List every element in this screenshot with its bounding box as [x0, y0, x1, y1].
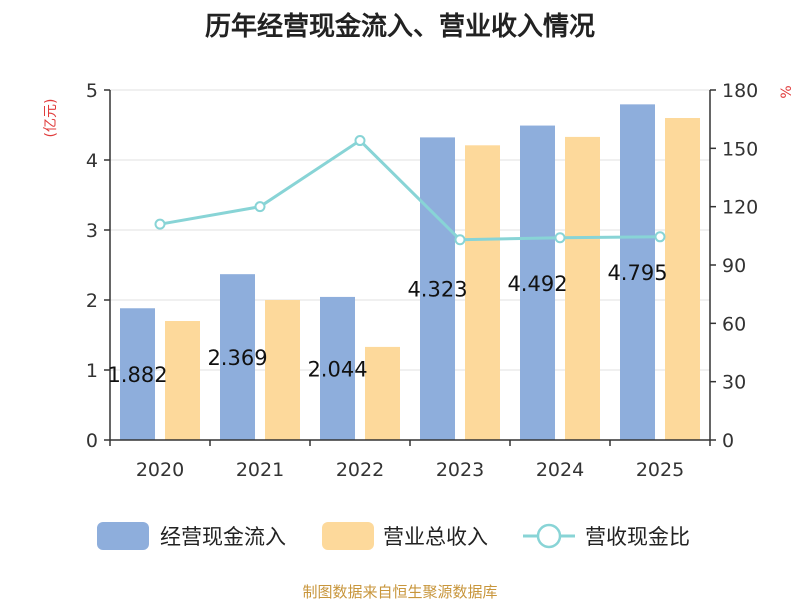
x-tick-label: 2022	[336, 459, 384, 481]
bar-revenue	[365, 346, 400, 440]
y-right-tick-label: 90	[722, 255, 746, 277]
bar-revenue	[565, 136, 600, 440]
y-left-tick-label: 3	[86, 220, 98, 242]
data-label: 2.369	[207, 346, 267, 370]
bars	[120, 104, 700, 441]
bar-revenue	[165, 321, 200, 440]
legend-label-cash-inflow: 经营现金流入	[160, 525, 286, 549]
y-right-tick-label: 180	[722, 80, 758, 102]
y-left-tick-label: 1	[86, 360, 98, 382]
bar-cash-inflow	[320, 296, 355, 440]
data-label: 2.044	[307, 357, 367, 381]
data-label: 4.492	[507, 272, 567, 296]
y-left-tick-label: 0	[86, 430, 98, 452]
bar-revenue	[265, 300, 300, 440]
bar-cash-inflow	[420, 137, 455, 440]
ratio-point	[554, 232, 566, 244]
x-tick-label: 2021	[236, 459, 284, 481]
legend-swatch-cash-inflow	[97, 522, 149, 550]
y-left-axis-label: (亿元)	[43, 99, 59, 138]
ratio-point	[154, 218, 166, 230]
y-right-tick-label: 120	[722, 197, 758, 219]
bar-revenue	[665, 118, 700, 440]
legend-label-revenue: 营业总收入	[383, 525, 488, 549]
axes: 0 1 2 3 4 5 0 30 60 90 120 150 180 2020 2021 2022 2023 20…	[43, 80, 795, 481]
y-right-tick-label: 30	[722, 372, 746, 394]
legend-swatch-revenue	[322, 522, 374, 550]
legend-label-ratio: 营收现金比	[585, 525, 690, 549]
y-right-tick-label: 150	[722, 138, 758, 160]
y-left-tick-label: 4	[86, 150, 98, 172]
bar-cash-inflow	[120, 308, 155, 440]
y-left-tick-label: 5	[86, 80, 98, 102]
x-tick-label: 2023	[436, 459, 484, 481]
data-label: 1.882	[107, 363, 167, 387]
x-tick-label: 2020	[136, 459, 184, 481]
ratio-point	[354, 135, 366, 147]
x-tick-label: 2024	[536, 459, 584, 481]
x-tick-label: 2025	[636, 459, 684, 481]
bar-revenue	[465, 145, 500, 441]
legend-swatch-ratio-marker	[536, 523, 562, 549]
ratio-point	[254, 201, 266, 213]
source-note: 制图数据来自恒生聚源数据库	[302, 583, 498, 601]
y-right-tick-label: 60	[722, 313, 746, 335]
data-labels: 1.882 2.369 2.044 4.323 4.492 4.795	[107, 261, 667, 387]
data-label: 4.323	[407, 278, 467, 302]
ratio-point	[654, 231, 666, 243]
y-right-tick-label: 0	[722, 430, 734, 452]
bar-cash-inflow	[520, 125, 555, 440]
y-left-tick-label: 2	[86, 290, 98, 312]
ratio-line	[154, 135, 666, 246]
bar-cash-inflow	[620, 104, 655, 440]
chart-title: 历年经营现金流入、营业收入情况	[204, 12, 595, 42]
legend: 经营现金流入 营业总收入 营收现金比	[97, 522, 690, 550]
y-right-axis-label: %	[779, 85, 795, 98]
ratio-point	[454, 234, 466, 246]
bar-cash-inflow	[220, 274, 255, 440]
data-label: 4.795	[607, 261, 667, 285]
ratio-line-path	[159, 138, 661, 242]
